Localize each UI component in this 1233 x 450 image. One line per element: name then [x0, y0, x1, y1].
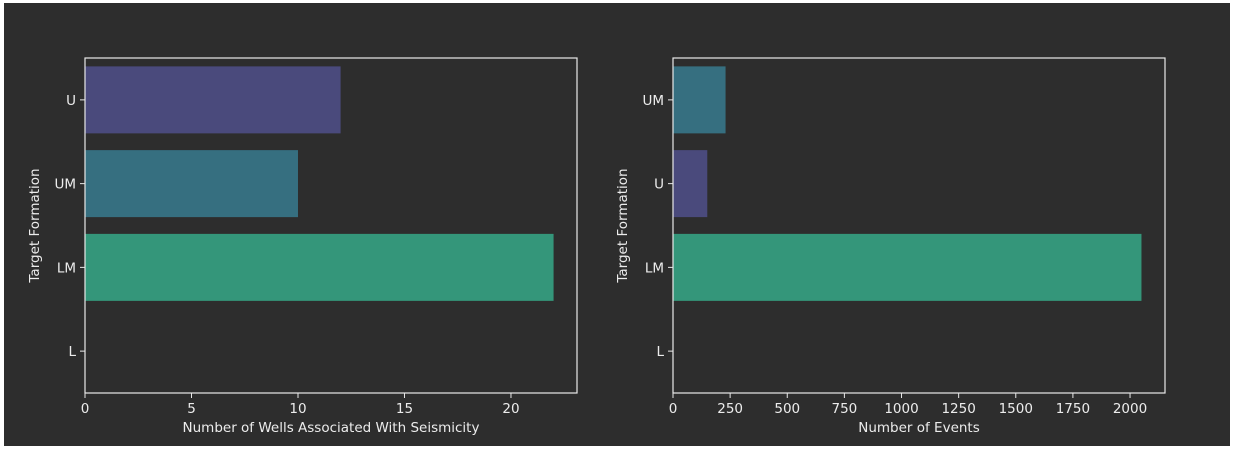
x-tick-label: 10 — [289, 401, 306, 417]
y-tick-label: U — [654, 177, 664, 193]
bar-lm — [85, 233, 554, 301]
x-tick-label: 20 — [502, 401, 519, 417]
bar-um — [85, 150, 298, 218]
y-tick-label: L — [68, 344, 76, 360]
figure-canvas: U UM LM L 0 5 10 15 20 Number of Wells Associated… — [4, 3, 1230, 446]
y-axis-label: Target Formation — [27, 168, 43, 283]
x-tick-label: 250 — [717, 401, 743, 417]
figure: U UM LM L 0 5 10 15 20 Number of Wells Associated… — [4, 3, 1230, 446]
x-axis-label: Number of Wells Associated With Seismici… — [183, 420, 480, 436]
bar-u — [85, 66, 341, 134]
bar-um — [673, 66, 726, 134]
axes-frame — [84, 57, 578, 394]
x-tick-label: 5 — [187, 401, 196, 417]
y-axis-label: Target Formation — [615, 168, 631, 283]
y-tick-label: LM — [57, 260, 76, 276]
x-tick-label: 15 — [396, 401, 413, 417]
bar-lm — [673, 233, 1142, 301]
x-tick-label: 1500 — [999, 401, 1033, 417]
bar-u — [673, 150, 708, 218]
chart-wells-by-formation: U UM LM L 0 5 10 15 20 Number of Wells Associated… — [27, 57, 578, 436]
x-tick-label: 1250 — [941, 401, 975, 417]
x-tick-label: 0 — [669, 401, 678, 417]
y-tick-label: L — [656, 344, 664, 360]
chart-events-by-formation: UM U LM L 0 250 500 750 1000 1250 1500 1750 2000 Numb… — [615, 57, 1166, 436]
x-axis-label: Number of Events — [858, 420, 980, 436]
y-tick-label: UM — [642, 93, 664, 109]
x-tick-label: 750 — [831, 401, 857, 417]
y-tick-label: U — [66, 93, 76, 109]
x-tick-label: 1000 — [884, 401, 918, 417]
x-tick-label: 2000 — [1113, 401, 1147, 417]
axes-frame — [672, 57, 1166, 394]
x-tick-label: 0 — [81, 401, 90, 417]
x-tick-label: 1750 — [1056, 401, 1090, 417]
y-tick-label: LM — [645, 260, 664, 276]
x-tick-label: 500 — [774, 401, 800, 417]
y-tick-label: UM — [54, 177, 76, 193]
